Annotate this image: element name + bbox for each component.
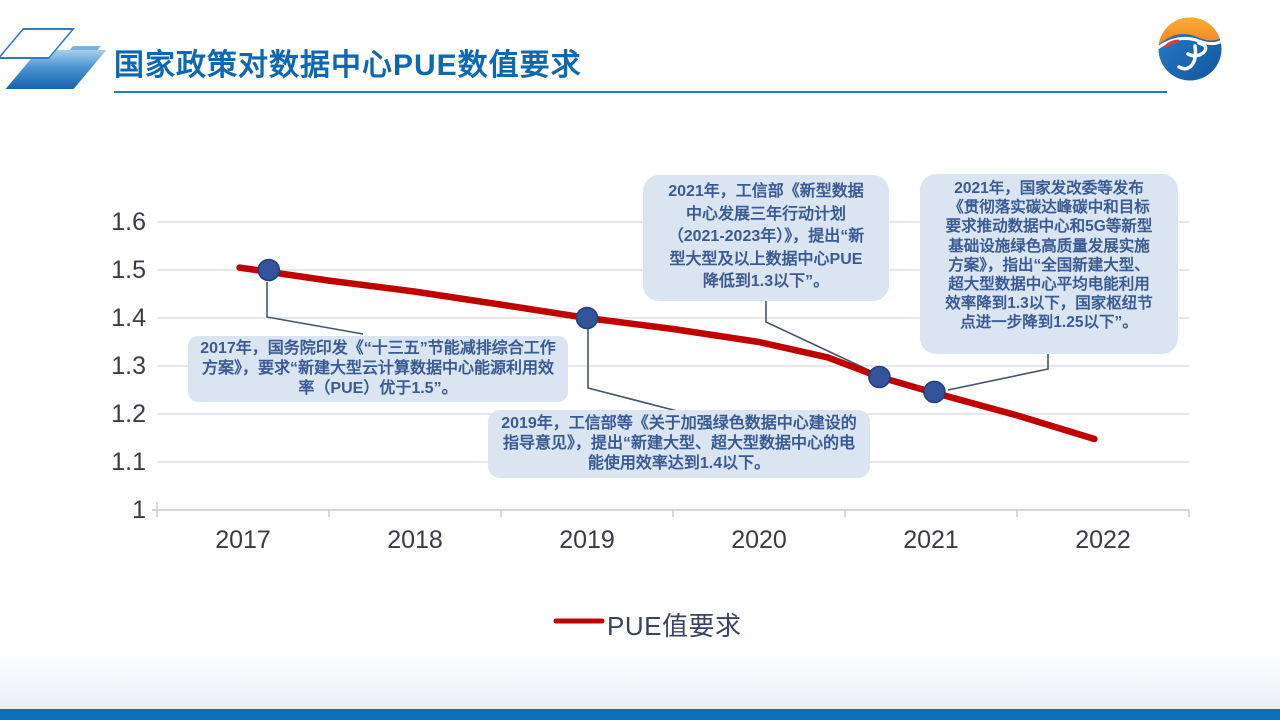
legend-label: PUE值要求 [607, 611, 742, 641]
x-axis-tick-label: 2021 [903, 526, 959, 554]
x-axis-tick-label: 2017 [215, 526, 271, 554]
data-point-marker [257, 258, 281, 282]
x-axis-tick-label: 2022 [1075, 526, 1131, 554]
data-point-marker [575, 306, 599, 330]
pue-series-line [236, 264, 1098, 443]
company-logo-icon [1158, 17, 1222, 81]
footer-gradient-band [0, 651, 1280, 709]
x-axis-tick-label: 2020 [731, 526, 787, 554]
data-point-marker [923, 380, 946, 404]
title-underline [114, 91, 1167, 93]
page-title: 国家政策对数据中心PUE数值要求 [114, 49, 582, 82]
data-point-markers [257, 258, 946, 404]
x-axis [152, 502, 1190, 517]
x-axis-tick-label: 2018 [387, 526, 443, 554]
annotation-2017-policy: 2017年，国务院印发《“十三五”节能减排综合工作方案》，要求“新建大型云计算数… [188, 336, 568, 402]
y-axis-tick-label: 1.6 [111, 208, 146, 236]
x-axis-tick-label: 2019 [559, 526, 615, 554]
callout-connectors [266, 282, 1049, 413]
y-axis-tick-label: 1 [132, 496, 146, 524]
annotation-2021-miit-policy: 2021年，工信部《新型数据中心发展三年行动计划（2021-2023年）》，提出… [643, 175, 889, 301]
annotation-2019-policy: 2019年，工信部等《关于加强绿色数据中心建设的指导意见》，提出“新建大型、超大… [488, 410, 870, 478]
y-axis-tick-label: 1.5 [111, 256, 146, 284]
footer-blue-bar [0, 709, 1280, 720]
y-axis-tick-label: 1.4 [111, 304, 146, 332]
data-point-marker [868, 365, 891, 389]
y-axis-tick-label: 1.3 [111, 352, 146, 380]
y-axis-tick-label: 1.1 [111, 448, 146, 476]
y-axis-tick-label: 1.2 [111, 400, 146, 428]
annotation-2021-ndrc-policy: 2021年，国家发改委等发布《贯彻落实碳达峰碳中和目标要求推动数据中心和5G等新… [920, 174, 1178, 354]
